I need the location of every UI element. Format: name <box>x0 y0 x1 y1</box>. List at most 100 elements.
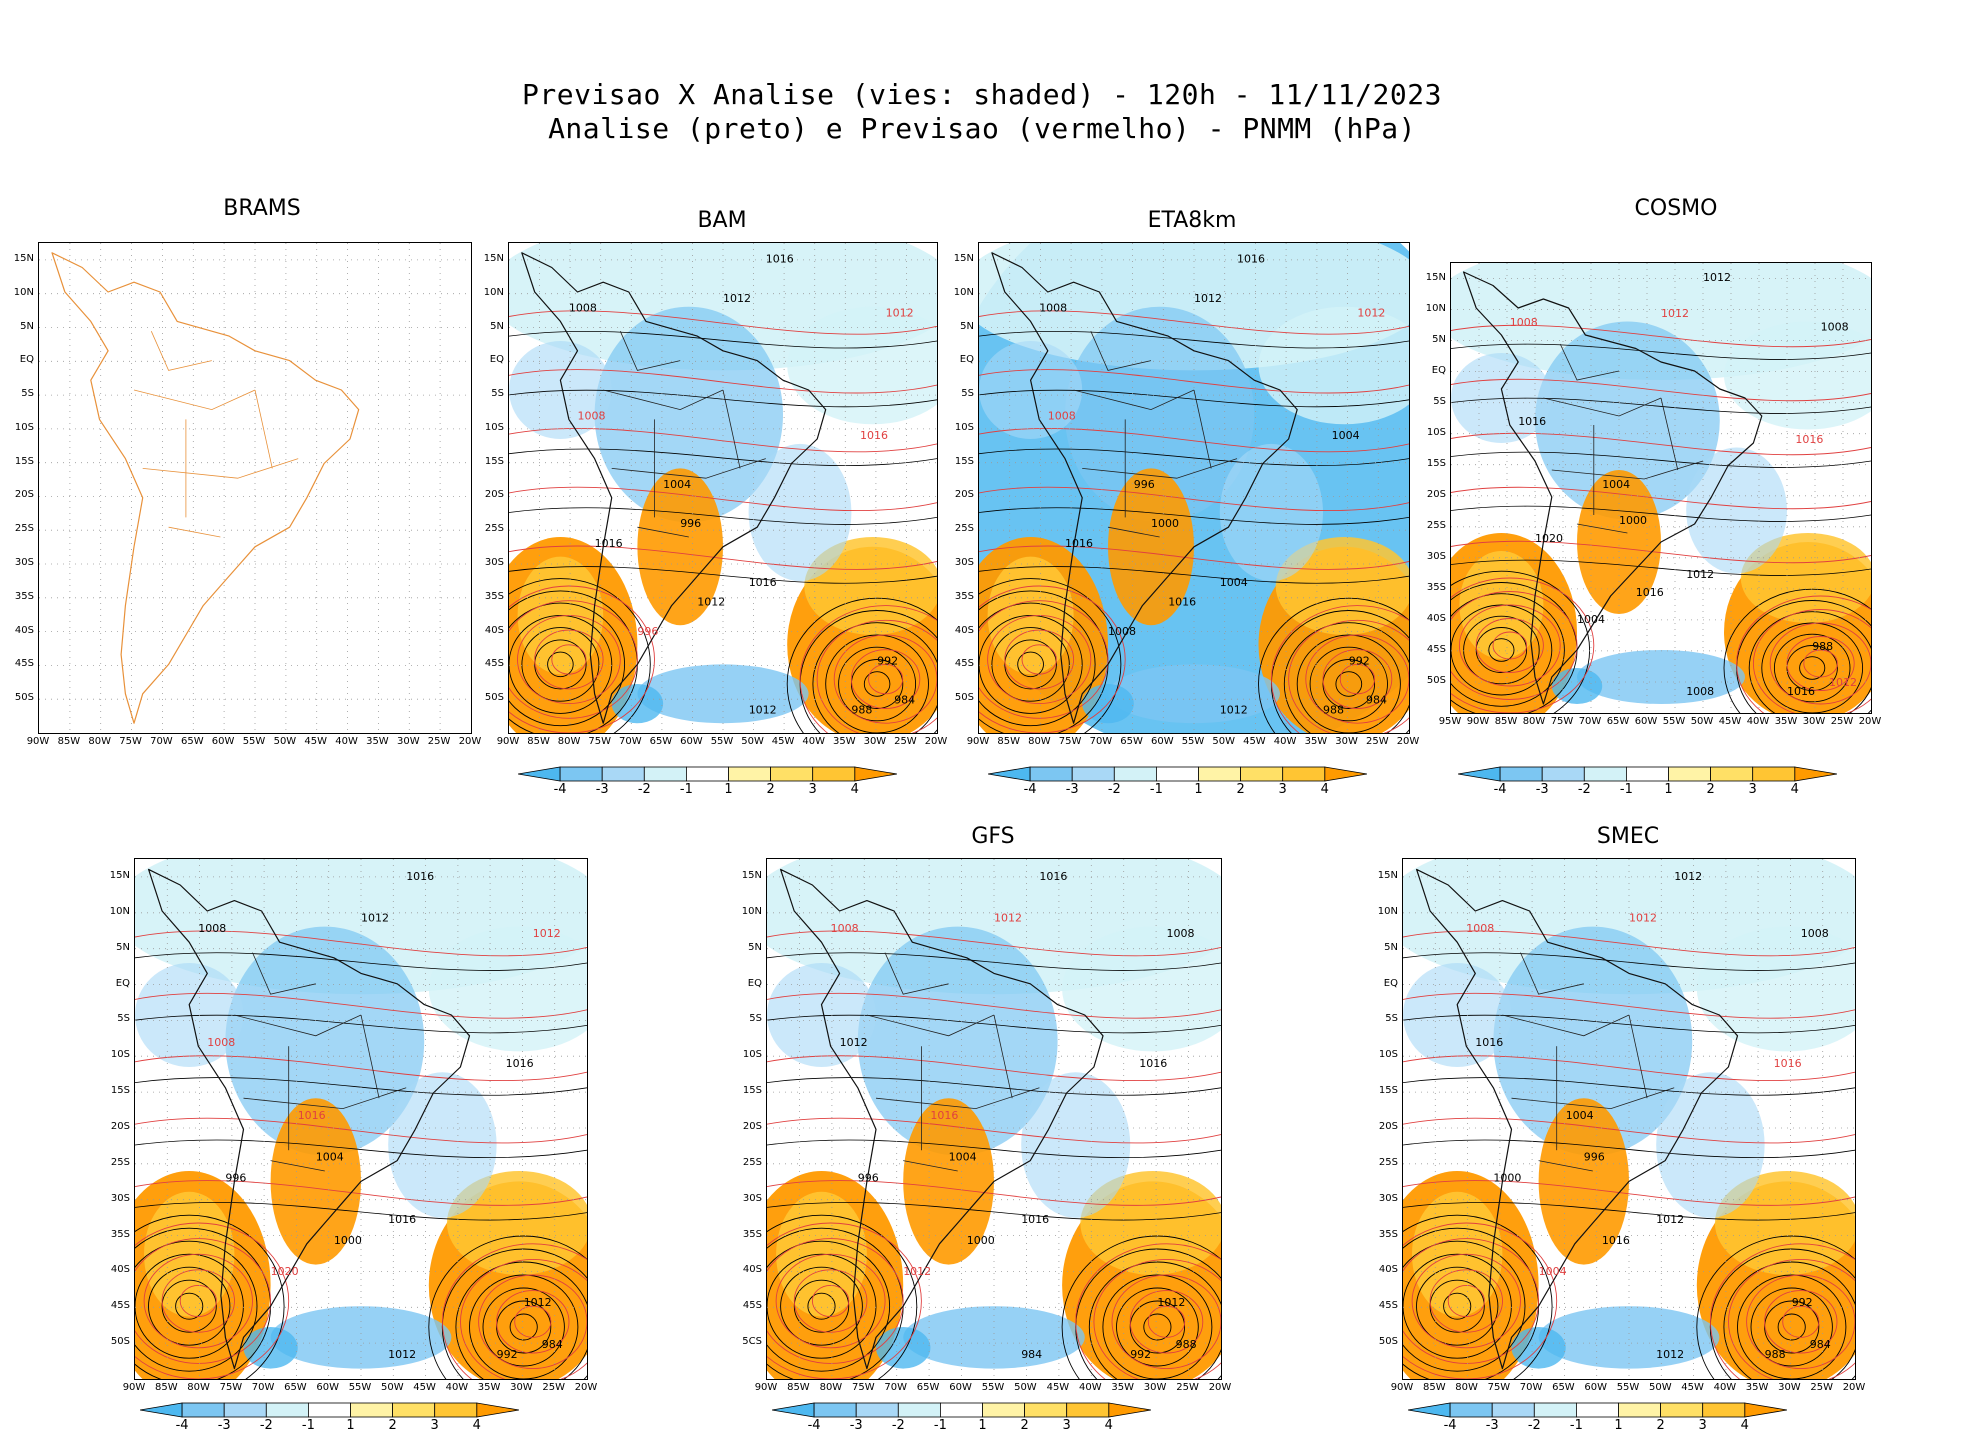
lat-tick-label: 5N <box>1432 333 1446 345</box>
isobar-analysis-sweep-1 <box>1451 397 1871 414</box>
colorbar-swatch-7 <box>1752 766 1796 782</box>
isobar-analysis-0-4 <box>469 1274 579 1379</box>
isobar-label: 1004 <box>663 478 691 491</box>
isobar-forecast-1-3 <box>987 614 1092 705</box>
lon-tick-label: 40W <box>1746 716 1770 727</box>
isobar-forecast-1-3 <box>1411 1253 1521 1349</box>
isobar-analysis-1-4 <box>1403 1253 1512 1359</box>
colorbar-eta8km <box>987 766 1368 782</box>
isobar-forecast-0-4 <box>816 619 937 733</box>
isobar-label: 988 <box>1176 1338 1197 1351</box>
isobar-forecast-sweep-1 <box>135 992 587 1019</box>
lat-tick-label: 20S <box>954 489 974 501</box>
colorbar-swatch-4 <box>307 1402 351 1418</box>
isobar-forecast-0-5 <box>799 605 937 733</box>
isobar-analysis-0-7 <box>786 597 937 733</box>
country-border-2 <box>270 1160 325 1172</box>
isobar-label: 1000 <box>967 1234 995 1247</box>
colorbar-swatch-8 <box>1794 766 1838 782</box>
panel-title-cosmo: COSMO <box>1634 196 1718 221</box>
lon-tick-label: 45W <box>1718 716 1742 727</box>
bias-shading-8 <box>270 1098 361 1265</box>
lon-tick-label: 40W <box>1273 736 1297 747</box>
isobar-forecast-1-2 <box>1475 618 1544 673</box>
lat-tick-label: EQ <box>959 354 974 366</box>
isobar-analysis-sweep-2 <box>509 448 937 466</box>
lon-tick-label: 90W <box>1390 1382 1414 1393</box>
isobar-analysis-1-4 <box>135 1253 244 1359</box>
lon-tick-label: 80W <box>1522 716 1546 727</box>
isobar-analysis-0-5 <box>1748 611 1871 713</box>
lon-tick-label: 50W <box>1212 736 1235 747</box>
lat-tick-label: 30S <box>484 557 504 568</box>
lat-tick-label: 15N <box>1425 271 1446 283</box>
isobar-analysis-1-5 <box>509 602 626 727</box>
isobar-label: 1004 <box>1602 478 1630 491</box>
isobar-label: 1008 <box>578 409 606 422</box>
colorbar-swatch-3 <box>265 1402 309 1418</box>
lat-tick-label: 50S <box>14 692 34 704</box>
colorbar-swatch-0 <box>1457 766 1501 782</box>
panel-title-brams: BRAMS <box>223 196 301 221</box>
isobar-label: 1004 <box>1577 613 1605 626</box>
continent-outline-eta8km <box>991 252 1298 724</box>
colorbar-label: 2 <box>766 782 775 797</box>
isobar-analysis-sweep-4 <box>135 1201 587 1221</box>
isobar-label: 1008 <box>1466 922 1494 935</box>
isobar-label: 1004 <box>949 1151 977 1164</box>
lon-tick-label: 45W <box>771 736 795 747</box>
map-canvas-eta8km: 1016 1012 1012 1008 1008 1004 996 1000 1016 1016 1… <box>979 243 1409 733</box>
country-border-0 <box>603 389 724 411</box>
lat-tick-label: 5N <box>490 320 504 332</box>
lat-tick-label: 15S <box>954 455 974 467</box>
lon-tick-label: 80W <box>1028 736 1051 747</box>
lon-tick-label: 45W <box>1046 1382 1070 1393</box>
isobar-forecast-1-1 <box>1447 1284 1485 1318</box>
lon-tick-label: 20W <box>924 736 948 747</box>
isobar-forecast-0-4 <box>1752 609 1871 713</box>
isobar-forecast-sweep-2 <box>1451 432 1871 456</box>
isobar-label: 1008 <box>831 922 859 935</box>
colorbar-swatch-4 <box>1155 766 1199 782</box>
lat-tick-label: 40S <box>742 1264 762 1276</box>
isobar-label: 1008 <box>1821 321 1849 334</box>
colorbar-swatch-6 <box>770 766 814 782</box>
country-border-0 <box>234 1014 362 1037</box>
map-panel-cosmo: 1012 1012 1008 1008 1016 1016 1004 1000 1020 1016… <box>1450 262 1872 714</box>
isobar-label: 1008 <box>1108 625 1136 638</box>
lat-tick-label: 20S <box>1378 1121 1398 1132</box>
colorbar-label: 1 <box>978 1418 987 1433</box>
isobar-label: 1012 <box>723 292 751 305</box>
isobar-analysis-0-4 <box>1296 634 1401 733</box>
lon-tick-label: 25W <box>1830 716 1854 727</box>
lon-tick-label: 70W <box>884 1382 907 1393</box>
lat-tick-label: 10S <box>742 1049 762 1061</box>
colorbar-label: 1 <box>1194 782 1203 797</box>
map-panel-bam: 1016 1012 1012 1008 1008 1016 1004 996 1016 1012 1… <box>508 242 938 734</box>
isobar-label: 1012 <box>1194 292 1222 305</box>
lat-tick-label: 10N <box>1377 905 1398 917</box>
lon-tick-label: 85W <box>1494 716 1518 727</box>
lat-tick-label: 20S <box>14 489 34 501</box>
isobar-label: 1016 <box>406 870 434 883</box>
lon-tick-label: 35W <box>1745 1382 1769 1393</box>
lon-tick-label: 50W <box>380 1382 404 1393</box>
country-border-0 <box>133 389 256 411</box>
lat-tick-label: 35S <box>110 1228 130 1240</box>
bias-shading-9 <box>270 1306 452 1369</box>
isobar-forecast-sweep-0 <box>1403 930 1855 957</box>
colorbar-label: -3 <box>595 782 609 797</box>
country-border-4 <box>722 389 741 469</box>
lon-tick-label: 60W <box>211 736 235 747</box>
lat-tick-label: 45S <box>110 1300 130 1312</box>
lon-tick-label: 85W <box>787 1382 810 1393</box>
isobar-analysis-0-3 <box>482 1287 565 1367</box>
lat-tick-label: 5N <box>20 320 34 332</box>
lat-tick-label: 50S <box>1378 1336 1398 1348</box>
isobar-analysis-1-3 <box>780 1266 863 1346</box>
colorbar-swatch-1 <box>813 1402 857 1418</box>
lon-tick-label: 75W <box>588 736 611 747</box>
colorbar-swatch-6 <box>1660 1402 1704 1418</box>
isobar-forecast-sweep-0 <box>767 930 1221 957</box>
lon-tick-label: 35W <box>1111 1382 1134 1393</box>
